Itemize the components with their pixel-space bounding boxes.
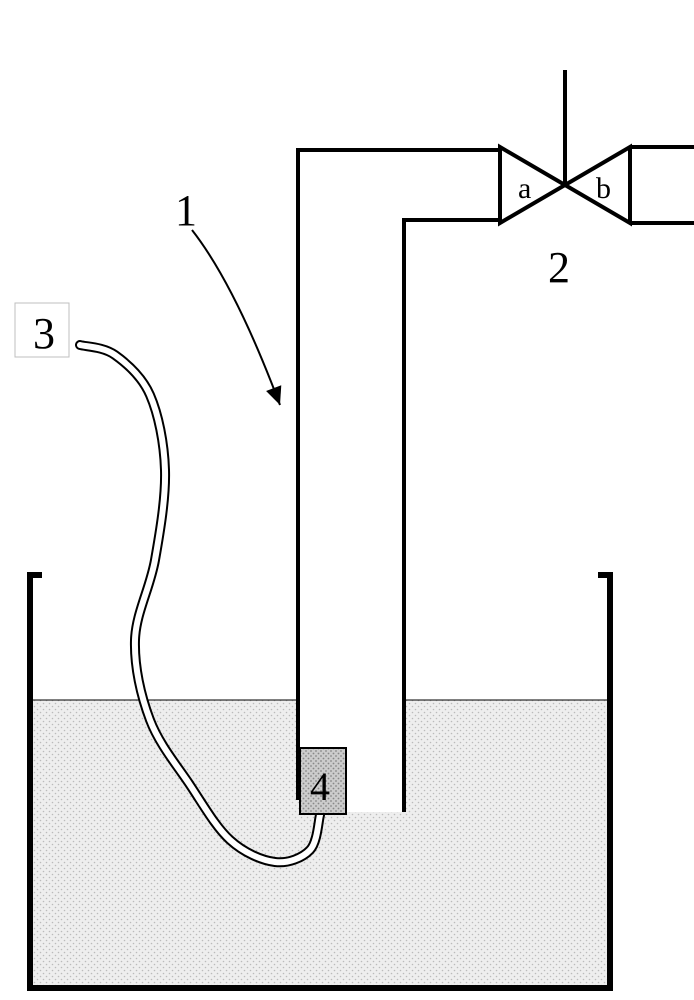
valve-port-b-label: b [596,172,611,205]
label-1: 1 [175,186,197,235]
valve-left-triangle [500,147,565,223]
label-3: 3 [33,309,55,358]
leader-arrow-line [192,230,280,405]
valve-port-a-label: a [518,172,531,205]
label-4: 4 [310,764,330,809]
label-2: 2 [548,243,570,292]
leader-arrow-head [266,385,281,405]
